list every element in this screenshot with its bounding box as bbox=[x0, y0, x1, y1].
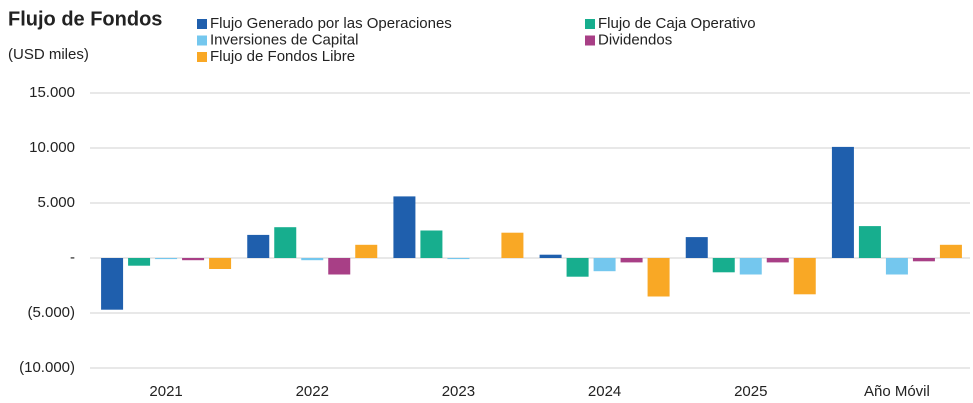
bar bbox=[301, 258, 324, 261]
bar bbox=[101, 258, 124, 310]
bar bbox=[593, 258, 616, 272]
bar bbox=[831, 146, 854, 258]
chart-title: Flujo de Fondos bbox=[8, 8, 162, 30]
y-tick-label: 15.000 bbox=[29, 84, 75, 101]
x-tick-label: 2022 bbox=[296, 383, 329, 400]
bar bbox=[539, 254, 562, 258]
chart-subtitle: (USD miles) bbox=[8, 46, 89, 63]
x-tick-label: Año Móvil bbox=[864, 383, 930, 400]
bar bbox=[155, 258, 178, 260]
bar bbox=[912, 258, 935, 262]
bar bbox=[858, 226, 881, 258]
bar bbox=[328, 258, 351, 275]
legend-swatch bbox=[197, 19, 207, 29]
bar bbox=[182, 258, 205, 261]
bar bbox=[566, 258, 589, 277]
bar bbox=[209, 258, 232, 269]
bar bbox=[885, 258, 908, 275]
bar bbox=[420, 230, 443, 258]
bar bbox=[712, 258, 735, 273]
legend-swatch bbox=[585, 35, 595, 46]
legend-label: Flujo de Caja Operativo bbox=[598, 15, 756, 32]
bar bbox=[766, 258, 789, 263]
x-tick-label: 2023 bbox=[442, 383, 475, 400]
y-tick-label: (10.000) bbox=[19, 359, 75, 376]
bar bbox=[393, 196, 416, 258]
bar bbox=[501, 232, 524, 258]
legend-label: Inversiones de Capital bbox=[210, 31, 358, 48]
bar bbox=[620, 258, 643, 263]
bar bbox=[793, 258, 816, 295]
x-tick-label: 2021 bbox=[149, 383, 182, 400]
bar bbox=[739, 258, 762, 275]
legend-swatch bbox=[585, 19, 595, 29]
bar bbox=[355, 244, 378, 258]
legend-label: Flujo Generado por las Operaciones bbox=[210, 15, 452, 32]
y-tick-label: - bbox=[70, 249, 75, 266]
bar bbox=[447, 258, 470, 260]
bar bbox=[128, 258, 151, 266]
legend-label: Flujo de Fondos Libre bbox=[210, 48, 355, 65]
bar bbox=[647, 258, 670, 297]
x-tick-label: 2024 bbox=[588, 383, 621, 400]
legend-swatch bbox=[197, 52, 207, 62]
bar bbox=[247, 234, 270, 258]
x-tick-label: 2025 bbox=[734, 383, 767, 400]
legend-label: Dividendos bbox=[598, 31, 672, 48]
bar bbox=[939, 244, 962, 258]
y-tick-label: 5.000 bbox=[37, 194, 75, 211]
bar bbox=[274, 227, 297, 258]
legend-swatch bbox=[197, 35, 207, 46]
y-tick-label: 10.000 bbox=[29, 139, 75, 156]
y-tick-label: (5.000) bbox=[27, 304, 75, 321]
bar bbox=[685, 237, 708, 258]
